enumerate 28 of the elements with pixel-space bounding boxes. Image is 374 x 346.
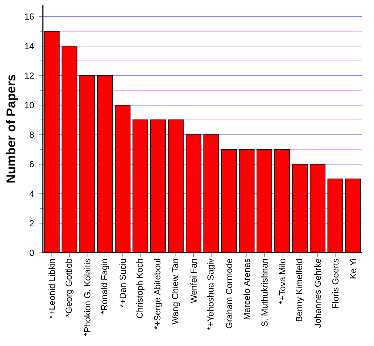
x-tick-label: *Phokion G. Kolaitis [84,258,91,336]
x-tick-label: *+Dan Suciu [120,259,126,308]
x-tick-label: *+Serge Abiteboul [154,259,162,330]
y-tick-label: 16 [25,14,34,20]
x-tick-label: *Georg Gottlob [66,258,74,318]
x-tick-label: Wenfei Fan [190,259,198,304]
x-tick-label: Benny Kimelfeld [296,259,304,322]
y-tick-label: 4 [30,190,34,197]
y-tick-label: 12 [25,72,34,79]
x-tick-label: Marcelo Arenas [244,258,250,320]
x-tick-label: Johannes Gehrke [314,259,322,328]
y-tick-label: 10 [25,102,34,108]
y-axis-title: Number of Papers [6,74,18,183]
x-tick-label: S. Muthukrishnan [261,259,268,327]
x-tick-label: Ke Yi [350,259,357,279]
x-tick-label: *+Leonid Libkin [48,259,56,319]
x-tick-label: Graham Cormode [226,259,232,329]
y-tick-label: 14 [25,43,34,50]
x-tick-label: *+Yehoshua Sagiv [207,258,216,330]
y-tick-label: 2 [30,220,34,227]
y-tick-label: 8 [30,132,34,138]
x-tick-label: Floris Geerts [332,258,339,308]
x-tick-label: Wang Chiew Tan [172,259,180,325]
x-tick-label: *+Tova Milo [279,258,286,304]
x-tick-label: *Ronald Fagin [101,259,110,314]
y-tick-label: 0 [30,250,34,256]
x-tick-label: Christoph Koch [136,259,145,318]
y-tick-label: 6 [30,161,34,168]
